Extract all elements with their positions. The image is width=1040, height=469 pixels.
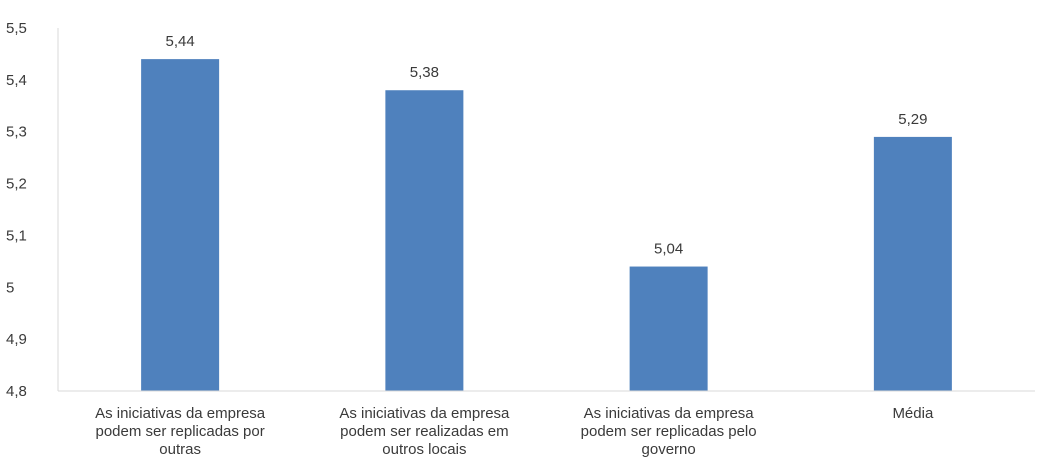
- x-tick-label-line: As iniciativas da empresa: [95, 405, 266, 422]
- x-tick-label-line: Média: [892, 405, 934, 422]
- x-tick-label: As iniciativas da empresa podem ser reali…: [339, 405, 510, 458]
- y-tick-label: 4,8: [6, 383, 27, 400]
- bar: [385, 90, 464, 391]
- y-tick-label: 5: [6, 279, 14, 296]
- y-tick-label: 4,9: [6, 331, 27, 348]
- x-tick-label-line: outros locais: [382, 441, 466, 458]
- y-tick-label: 5,5: [6, 20, 27, 37]
- x-tick-label-line: podem ser realizadas em: [340, 423, 508, 440]
- y-tick-label: 5,3: [6, 124, 27, 141]
- x-axis: As iniciativas da empresa podem ser repli…: [58, 390, 1035, 458]
- data-label: 5,38: [410, 64, 439, 81]
- x-tick-label: As iniciativas da empresa podem ser repli…: [581, 405, 757, 458]
- bars: 5,44 5,38 5,04 5,29: [141, 33, 952, 391]
- x-tick-label-line: As iniciativas da empresa: [339, 405, 510, 422]
- y-tick-label: 5,2: [6, 176, 27, 193]
- x-tick-label-line: podem ser replicadas por: [95, 423, 264, 440]
- x-tick-label-line: podem ser replicadas pelo: [581, 423, 757, 440]
- bar: [873, 136, 952, 391]
- data-label: 5,04: [654, 241, 683, 258]
- y-tick-label: 5,4: [6, 72, 27, 89]
- bar: [629, 266, 708, 391]
- y-tick-label: 5,1: [6, 227, 27, 244]
- x-tick-label: Média: [892, 405, 934, 422]
- data-label: 5,44: [166, 33, 195, 50]
- x-tick-label-line: As iniciativas da empresa: [584, 405, 755, 422]
- bar: [141, 59, 220, 391]
- y-axis: 4,8 4,9 5 5,1 5,2 5,3 5,4 5,5: [6, 20, 59, 400]
- x-tick-label: As iniciativas da empresa podem ser repli…: [95, 405, 266, 458]
- x-tick-label-line: governo: [642, 441, 696, 458]
- data-label: 5,29: [898, 111, 927, 128]
- x-tick-label-line: outras: [159, 441, 201, 458]
